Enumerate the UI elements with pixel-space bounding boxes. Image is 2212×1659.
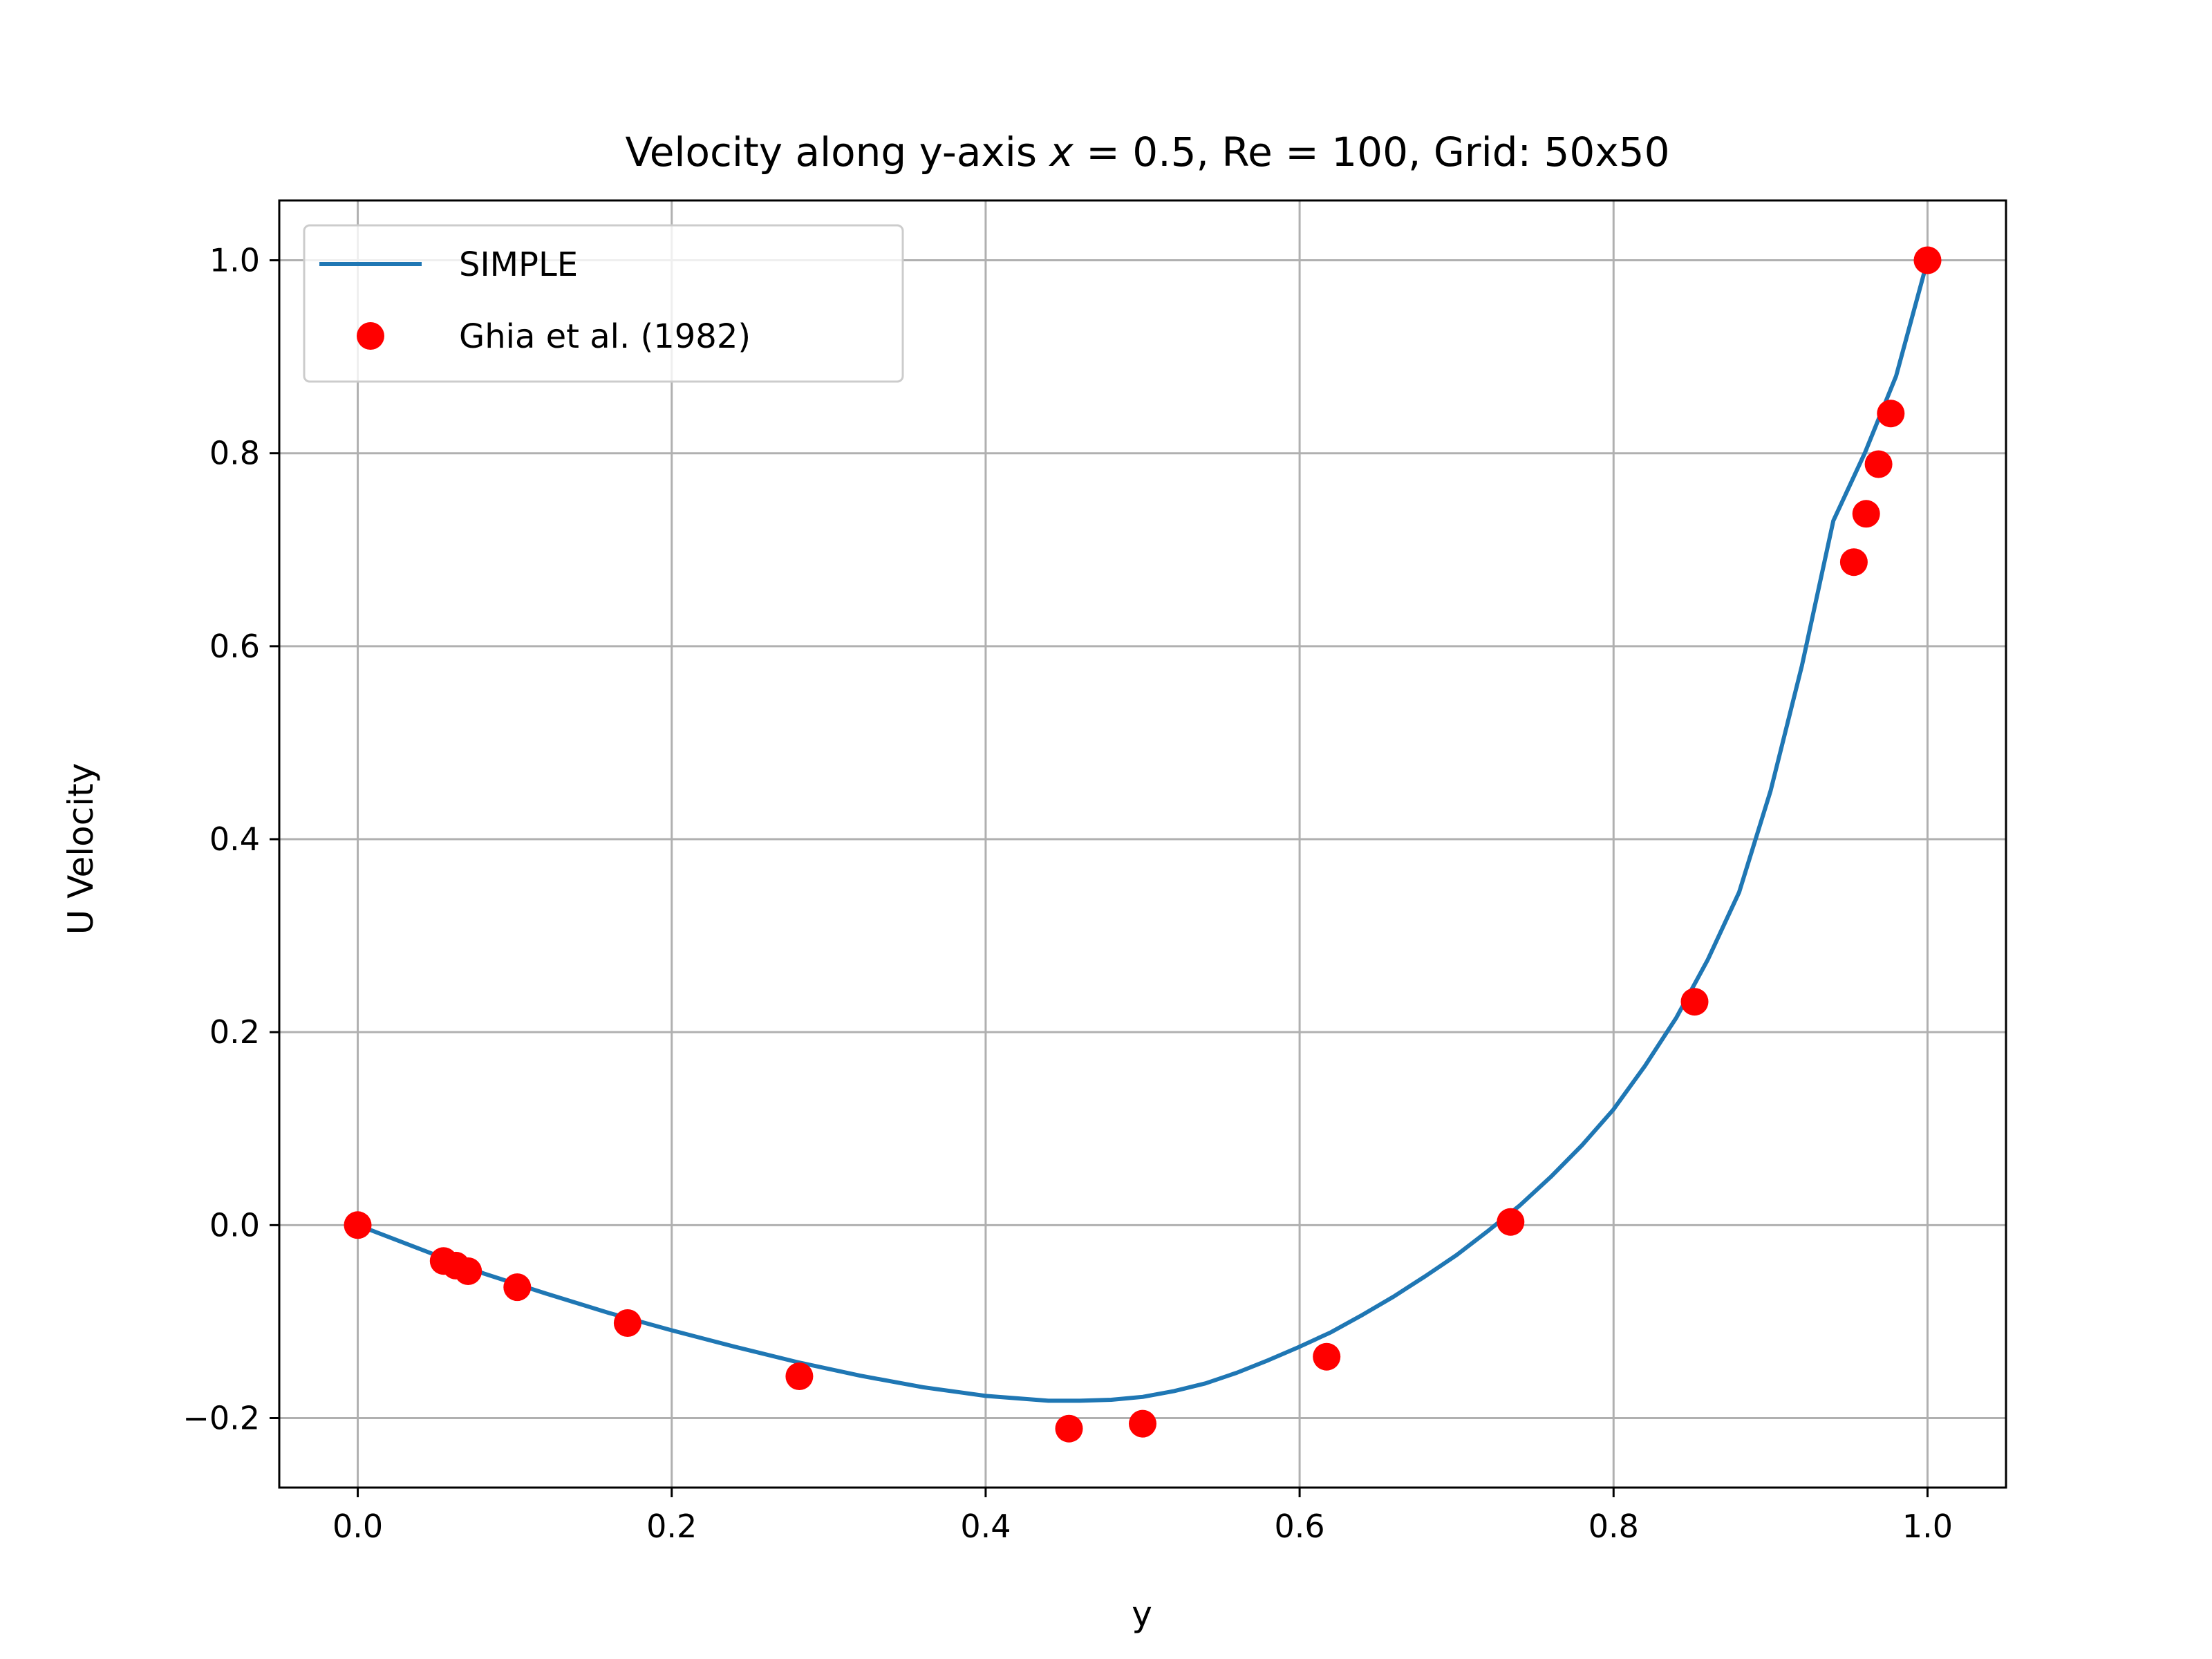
axes-frame	[278, 199, 2007, 1489]
data-point-ghia	[1680, 988, 1709, 1016]
y-tick-label: 1.0	[209, 242, 260, 279]
legend-marker-swatch	[357, 322, 384, 350]
y-axis-label: U Velocity	[61, 763, 101, 935]
series-line-simple	[357, 259, 1930, 1403]
chart-title-variable: x	[1049, 129, 1074, 176]
data-point-ghia	[1497, 1208, 1525, 1236]
x-tick-label: 0.4	[960, 1508, 1011, 1545]
data-point-ghia	[613, 1309, 641, 1337]
legend-label-simple: SIMPLE	[459, 245, 578, 284]
y-tick-label: 0.8	[209, 435, 260, 472]
plot-area	[344, 246, 1942, 1443]
y-tick-label: 0.0	[209, 1206, 260, 1244]
data-point-ghia	[1852, 500, 1880, 528]
x-tick-label: 0.8	[1588, 1508, 1639, 1545]
y-tick-label: −0.2	[182, 1400, 260, 1437]
legend-frame	[303, 224, 904, 383]
data-point-ghia	[1839, 548, 1868, 577]
y-tick-label: 0.6	[209, 628, 260, 665]
x-axis-label: y	[1132, 1594, 1152, 1634]
x-tick-label: 1.0	[1902, 1508, 1953, 1545]
x-tick-label: 0.6	[1275, 1508, 1325, 1545]
grid-lines	[279, 200, 2006, 1488]
data-point-ghia	[1913, 246, 1942, 274]
y-tick-label: 0.4	[209, 821, 260, 858]
data-point-ghia	[454, 1257, 482, 1285]
data-point-ghia	[503, 1273, 532, 1302]
data-point-ghia	[785, 1362, 814, 1390]
chart-title-suffix: = 0.5, Re = 100, Grid: 50x50	[1074, 129, 1670, 176]
data-point-ghia	[344, 1211, 372, 1239]
x-tick-label: 0.0	[332, 1508, 383, 1545]
chart-title: Velocity along y-axis x = 0.5, Re = 100,…	[626, 129, 1670, 176]
legend-label-ghia: Ghia et al. (1982)	[459, 317, 751, 356]
y-tick-label: 0.2	[209, 1013, 260, 1051]
x-tick-label: 0.2	[646, 1508, 697, 1545]
data-point-ghia	[1313, 1342, 1341, 1371]
data-point-ghia	[1864, 450, 1893, 478]
data-point-ghia	[1055, 1414, 1083, 1443]
axes: 0.0 0.2 0.4 0.6 0.8 1.0 −0.2 0.0 0.2 0.4 0.6 0.8 1.0	[182, 199, 2007, 1545]
data-point-ghia	[1877, 400, 1905, 428]
data-point-ghia	[1129, 1409, 1156, 1438]
chart-title-prefix: Velocity along y-axis	[626, 129, 1050, 176]
legend: SIMPLE Ghia et al. (1982)	[303, 224, 904, 383]
